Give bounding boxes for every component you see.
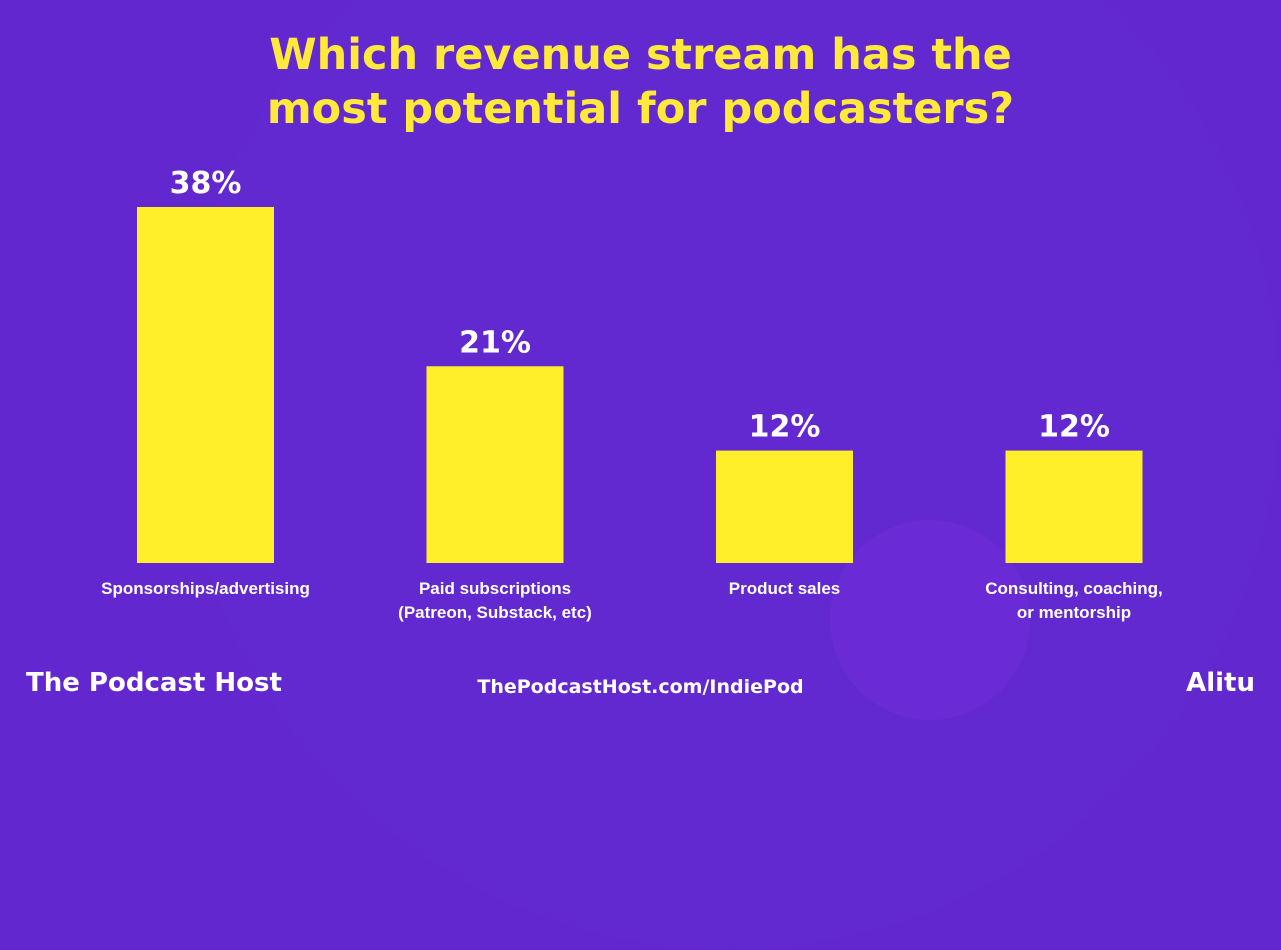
- bar: [716, 450, 853, 563]
- data-label: 12%: [1038, 410, 1110, 445]
- category-label: Product sales: [729, 579, 841, 598]
- category-label: Paid subscriptions: [419, 579, 571, 598]
- bar: [1005, 450, 1143, 563]
- data-label: 12%: [749, 410, 821, 445]
- data-label: 38%: [170, 166, 242, 201]
- background-circle: [830, 520, 1030, 720]
- chart-title: Which revenue stream has the most potent…: [266, 30, 1015, 134]
- bar: [426, 366, 564, 563]
- category-label: (Patreon, Substack, etc): [398, 603, 592, 622]
- bar: [137, 207, 274, 563]
- brand-logo: The Podcast Host: [26, 668, 282, 698]
- website-link[interactable]: ThePodcastHost.com/IndiePod: [477, 676, 804, 698]
- partner-logo: Alitu: [1186, 668, 1255, 698]
- data-label: 21%: [459, 325, 531, 360]
- category-label: or mentorship: [1017, 603, 1131, 622]
- bar-chart: 38% Sponsorships/advertising 21% Paid subsc…: [101, 166, 1163, 622]
- category-label: Consulting, coaching,: [985, 579, 1163, 598]
- category-label: Sponsorships/advertising: [101, 579, 310, 598]
